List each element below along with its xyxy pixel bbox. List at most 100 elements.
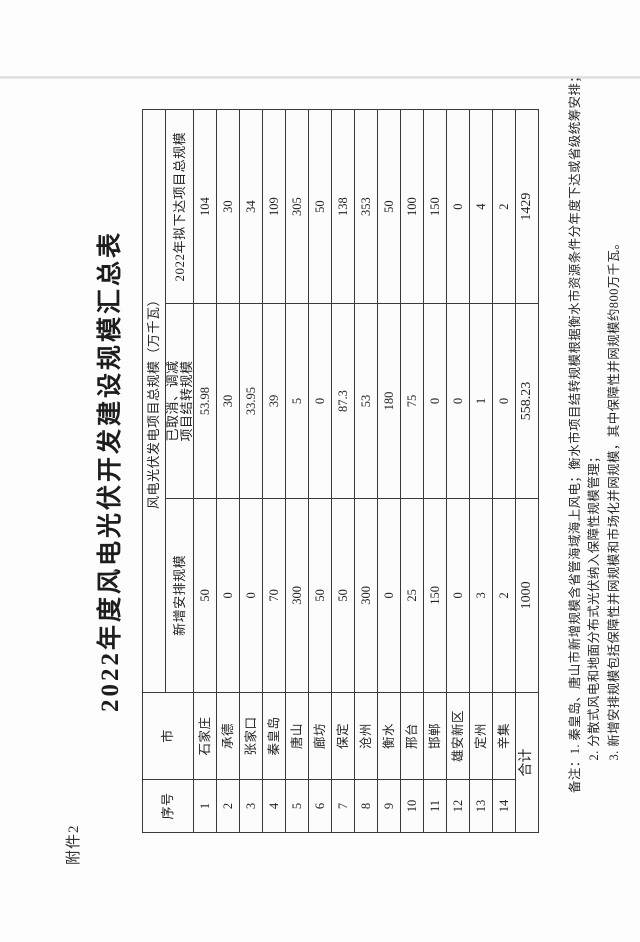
table-body: 1 石家庄 50 53.98 104 2 承德 0 30 30 3 张家口 0 33.95 34 4 秦皇岛 70… <box>193 109 539 833</box>
cell-carryover-scale: 30 <box>216 303 240 499</box>
cell-seq: 4 <box>262 779 286 833</box>
cell-carryover-scale: 0 <box>492 303 516 499</box>
cell-seq: 3 <box>239 779 263 833</box>
table-row: 12 雄安新区 0 0 0 <box>446 109 470 833</box>
table-row: 8 沧州 300 53 353 <box>354 109 378 833</box>
cell-city: 承德 <box>216 692 240 780</box>
cell-new-scale: 300 <box>354 498 378 693</box>
cell-new-scale: 50 <box>193 498 217 693</box>
total-carryover-scale: 558.23 <box>515 303 539 499</box>
note-item: 备注：1. 秦皇岛、唐山市新增规模含省管海域海上风电；衡水市项目结转规模根据衡水… <box>566 70 585 793</box>
table-header-group-row: 序号 市 风电光伏发电项目总规模（万千瓦） <box>142 109 194 833</box>
cell-carryover-scale: 53 <box>354 303 378 499</box>
cell-carryover-scale: 1 <box>469 303 493 499</box>
cell-issued-scale: 4 <box>469 109 493 304</box>
cell-issued-scale: 305 <box>285 109 309 304</box>
cell-new-scale: 0 <box>377 498 401 693</box>
cell-seq: 12 <box>446 779 470 833</box>
cell-city: 保定 <box>331 692 355 780</box>
summary-table: 序号 市 风电光伏发电项目总规模（万千瓦） 新增安排规模 已取消、调减 项目结转规… <box>142 109 539 833</box>
cell-new-scale: 0 <box>239 498 263 693</box>
document-body: 附件2 2022年度风电光伏开发建设规模汇总表 序号 市 风电光伏发电项目总规模… <box>60 70 621 871</box>
page-title: 2022年度风电光伏开发建设规模汇总表 <box>97 230 124 713</box>
cell-issued-scale: 138 <box>331 109 355 304</box>
table-row: 5 唐山 300 5 305 <box>285 109 309 833</box>
cell-seq: 5 <box>285 779 309 833</box>
cell-city: 衡水 <box>377 692 401 780</box>
header-group-total-scale: 风电光伏发电项目总规模（万千瓦） <box>142 109 166 693</box>
cell-seq: 9 <box>377 779 401 833</box>
notes-label: 备注： <box>568 754 582 793</box>
cell-seq: 10 <box>400 779 424 833</box>
cell-issued-scale: 353 <box>354 109 378 304</box>
cell-carryover-scale: 53.98 <box>193 303 217 499</box>
cell-seq: 7 <box>331 779 355 833</box>
cell-city: 雄安新区 <box>446 692 470 780</box>
total-issued-scale: 1429 <box>515 109 539 304</box>
cell-city: 沧州 <box>354 692 378 780</box>
cell-carryover-scale: 87.3 <box>331 303 355 499</box>
cell-city: 邯郸 <box>423 692 447 780</box>
table-row: 9 衡水 0 180 50 <box>377 109 401 833</box>
table-row: 14 辛集 2 0 2 <box>492 109 516 833</box>
cell-issued-scale: 2 <box>492 109 516 304</box>
cell-issued-scale: 104 <box>193 109 217 304</box>
cell-city: 辛集 <box>492 692 516 780</box>
cell-city: 秦皇岛 <box>262 692 286 780</box>
cell-issued-scale: 150 <box>423 109 447 304</box>
header-carryover-scale: 已取消、调减 项目结转规模 <box>165 303 194 499</box>
header-city: 市 <box>142 692 194 780</box>
cell-carryover-scale: 33.95 <box>239 303 263 499</box>
table-row: 11 邯郸 150 0 150 <box>423 109 447 833</box>
cell-seq: 6 <box>308 779 332 833</box>
header-2022-issued-scale: 2022年拟下达项目总规模 <box>165 109 194 304</box>
cell-seq: 11 <box>423 779 447 833</box>
cell-new-scale: 50 <box>308 498 332 693</box>
table-row: 3 张家口 0 33.95 34 <box>239 109 263 833</box>
cell-seq: 2 <box>216 779 240 833</box>
cell-new-scale: 2 <box>492 498 516 693</box>
cell-seq: 8 <box>354 779 378 833</box>
cell-city: 邢台 <box>400 692 424 780</box>
attachment-label: 附件2 <box>66 824 82 865</box>
notes-list: 备注：1. 秦皇岛、唐山市新增规模含省管海域海上风电；衡水市项目结转规模根据衡水… <box>566 70 624 793</box>
table-row: 2 承德 0 30 30 <box>216 109 240 833</box>
header-carryover-line2: 项目结转规模 <box>178 360 194 442</box>
table-row: 4 秦皇岛 70 39 109 <box>262 109 286 833</box>
scan-seam-line <box>0 76 640 79</box>
table-row: 10 邢台 25 75 100 <box>400 109 424 833</box>
table-head: 序号 市 风电光伏发电项目总规模（万千瓦） 新增安排规模 已取消、调减 项目结转规… <box>142 109 194 833</box>
cell-seq: 14 <box>492 779 516 833</box>
cell-carryover-scale: 39 <box>262 303 286 499</box>
table-row: 7 保定 50 87.3 138 <box>331 109 355 833</box>
cell-issued-scale: 50 <box>308 109 332 304</box>
cell-issued-scale: 109 <box>262 109 286 304</box>
total-label: 合计 <box>515 692 539 833</box>
cell-new-scale: 25 <box>400 498 424 693</box>
cell-new-scale: 150 <box>423 498 447 693</box>
cell-new-scale: 0 <box>446 498 470 693</box>
cell-carryover-scale: 180 <box>377 303 401 499</box>
table-row: 6 廊坊 50 0 50 <box>308 109 332 833</box>
note-item: 3. 新增安排规模包括保障性并网规模和市场化并网规模，其中保障性并网规模约800… <box>606 236 621 761</box>
cell-new-scale: 0 <box>216 498 240 693</box>
header-new-arrangement-scale: 新增安排规模 <box>165 498 194 693</box>
table-row: 13 定州 3 1 4 <box>469 109 493 833</box>
note-item-text: 1. 秦皇岛、唐山市新增规模含省管海域海上风电；衡水市项目结转规模根据衡水市资源… <box>568 69 582 755</box>
header-seq: 序号 <box>142 779 194 833</box>
cell-new-scale: 3 <box>469 498 493 693</box>
table-total-row: 合计 1000 558.23 1429 <box>515 109 539 833</box>
cell-issued-scale: 50 <box>377 109 401 304</box>
cell-issued-scale: 34 <box>239 109 263 304</box>
cell-city: 廊坊 <box>308 692 332 780</box>
table-row: 1 石家庄 50 53.98 104 <box>193 109 217 833</box>
cell-new-scale: 70 <box>262 498 286 693</box>
cell-issued-scale: 0 <box>446 109 470 304</box>
note-item: 2. 分散式风电和地面分布式光伏纳入保障性规模管理； <box>587 450 602 761</box>
rotated-document-container: 附件2 2022年度风电光伏开发建设规模汇总表 序号 市 风电光伏发电项目总规模… <box>60 70 621 871</box>
cell-seq: 13 <box>469 779 493 833</box>
cell-new-scale: 300 <box>285 498 309 693</box>
cell-city: 唐山 <box>285 692 309 780</box>
total-new-scale: 1000 <box>515 498 539 693</box>
